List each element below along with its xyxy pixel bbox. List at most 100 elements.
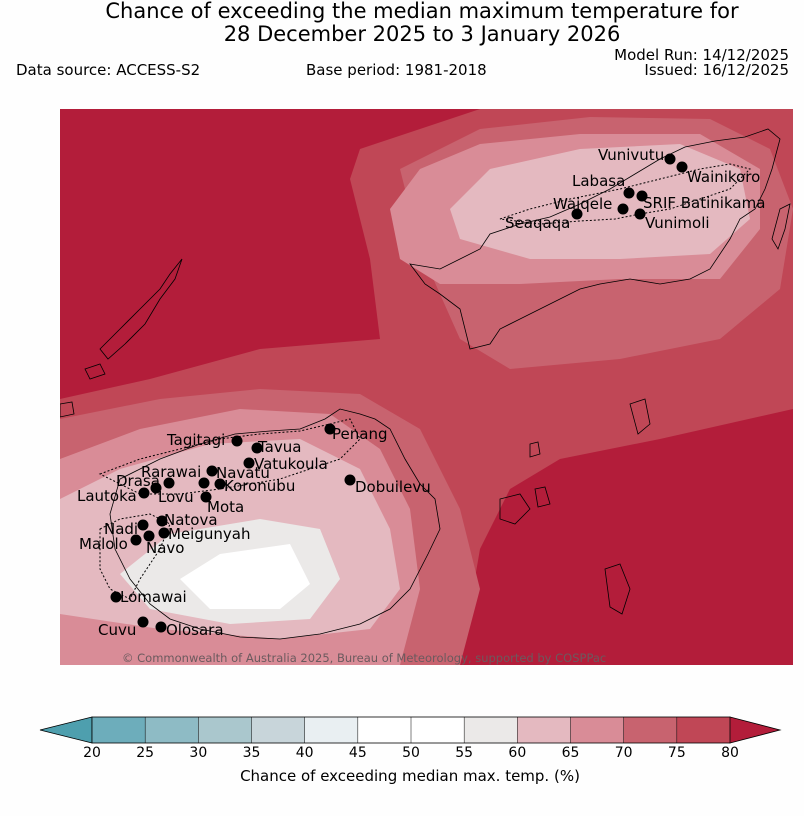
station-marker-koronubu [214, 478, 226, 490]
model-run: Model Run: 14/12/2025 [614, 46, 789, 64]
station-label-dobuilevu: Dobuilevu [355, 478, 431, 496]
colorbar-segment [251, 717, 306, 743]
colorbar-tick-label: 40 [295, 745, 314, 761]
station-marker-vunimoli [634, 208, 646, 220]
station-label-drasa: Drasa [116, 472, 160, 490]
station-label-olosara: Olosara [166, 621, 224, 639]
station-marker-lautoka [138, 487, 150, 499]
station-marker-labasa [623, 187, 635, 199]
station-marker-olosara [155, 621, 167, 633]
colorbar-segment [623, 717, 678, 743]
coastline-gau [534, 486, 551, 508]
colorbar-segment [464, 717, 518, 743]
colorbar-tick-label: 35 [242, 745, 261, 761]
colorbar-tick-label: 60 [508, 745, 527, 761]
station-label-penang: Penang [332, 425, 387, 443]
station-marker-tavua [251, 442, 263, 454]
colorbar-tick-label: 30 [189, 745, 208, 761]
coastline-viti-levu [109, 408, 441, 640]
coastline-lau [604, 563, 631, 615]
station-label-wainikoro: Wainikoro [687, 168, 760, 186]
station-marker-malolo [130, 534, 142, 546]
coastline-vanua-levu [409, 128, 781, 350]
colorbar-frame [91, 716, 731, 744]
station-marker-rarawai [206, 465, 218, 477]
station-marker-lovu [163, 477, 175, 489]
colorbar-tick-label: 65 [561, 745, 580, 761]
station-label-cuvu: Cuvu [98, 621, 136, 639]
station-label-malolo: Malolo [79, 535, 128, 553]
boundary-ba-ra [98, 418, 361, 495]
colorbar-tick-label: 45 [348, 745, 367, 761]
station-label-vunivutu: Vunivutu [598, 146, 664, 164]
colorbar-segment [676, 717, 731, 743]
station-label-seaqaqa: Seaqaqa [505, 214, 570, 232]
station-marker-natova [156, 515, 168, 527]
colorbar [39, 716, 782, 744]
station-label-lomawai: Lomawai [120, 588, 187, 606]
station-label-meigunyah: Meigunyah [168, 525, 250, 543]
colorbar-segment [517, 717, 571, 743]
station-marker-meigunyah [158, 527, 170, 539]
station-label-navo: Navo [146, 539, 184, 557]
colorbar-segment [357, 717, 412, 743]
station-marker-waiqele [617, 203, 629, 215]
station-marker-nadi [137, 519, 149, 531]
station-label-lovu: Lovu [158, 488, 194, 506]
coastline-yasawa-north [84, 363, 106, 380]
probability-map: © Commonwealth of Australia 2025, Bureau… [60, 109, 793, 665]
colorbar-under-arrow [39, 716, 93, 744]
station-label-nadi: Nadi [104, 520, 138, 538]
boundary-nadroga [99, 513, 171, 600]
colorbar-tick-label: 70 [614, 745, 633, 761]
coastline-taveuni [771, 203, 791, 250]
colorbar-label: Chance of exceeding median max. temp. (%… [240, 767, 580, 785]
coastline-kadavu [499, 493, 531, 525]
coastline-koro [629, 398, 651, 435]
colorbar-over-arrow [729, 716, 782, 744]
station-marker-vunivutu [664, 153, 676, 165]
colorbar-segment [145, 717, 199, 743]
coastline-west [60, 401, 75, 418]
map-title-line2: 28 December 2025 to 3 January 2026 [223, 22, 621, 46]
colorbar-tick-label: 75 [667, 745, 686, 761]
map-title-line1: Chance of exceeding the median maximum t… [105, 0, 739, 23]
station-marker-tagitagi [231, 435, 243, 447]
station-label-navatu: Navatu [216, 464, 270, 482]
data-source: Data source: ACCESS-S2 [16, 61, 201, 79]
station-label-natova: Natova [164, 511, 218, 529]
station-marker-navo [143, 530, 155, 542]
station-label-vunimoli: Vunimoli [645, 214, 710, 232]
colorbar-segments [92, 717, 731, 743]
station-marker-dobuilevu [344, 474, 356, 486]
colorbar-tick-label: 50 [402, 745, 420, 761]
base-period: Base period: 1981-2018 [306, 61, 487, 79]
station-label-waiqele: Waiqele [553, 195, 612, 213]
colorbar-segment [411, 717, 465, 743]
station-marker-srif-batinikama [636, 190, 648, 202]
station-label-vatukoula: Vatukoula [254, 455, 328, 473]
colorbar-segment [198, 717, 252, 743]
station-label-mota: Mota [207, 498, 244, 516]
colorbar-segment [570, 717, 625, 743]
colorbar-tick-label: 20 [83, 745, 101, 761]
colorbar-segment [304, 717, 359, 743]
coastline-yasawa [99, 258, 183, 360]
station-marker-cuvu [137, 616, 149, 628]
colorbar-tick-label: 55 [455, 745, 474, 761]
station-marker-drasa [150, 482, 162, 494]
station-marker-penang [324, 423, 336, 435]
station-label-tavua: Tavua [257, 438, 301, 456]
station-label-rarawai: Rarawai [141, 463, 201, 481]
contour-60-65 [60, 144, 750, 639]
station-label-koronubu: Koronubu [224, 477, 295, 495]
station-label-tagitagi: Tagitagi [166, 431, 225, 449]
station-marker-navatu [198, 477, 210, 489]
colorbar-tick-label: 80 [721, 745, 739, 761]
coastline-ovalau [529, 441, 541, 458]
station-label-lautoka: Lautoka [77, 487, 137, 505]
colorbar-tick-label: 25 [136, 745, 155, 761]
station-marker-wainikoro [676, 161, 688, 173]
copyright-notice: © Commonwealth of Australia 2025, Bureau… [122, 651, 606, 665]
